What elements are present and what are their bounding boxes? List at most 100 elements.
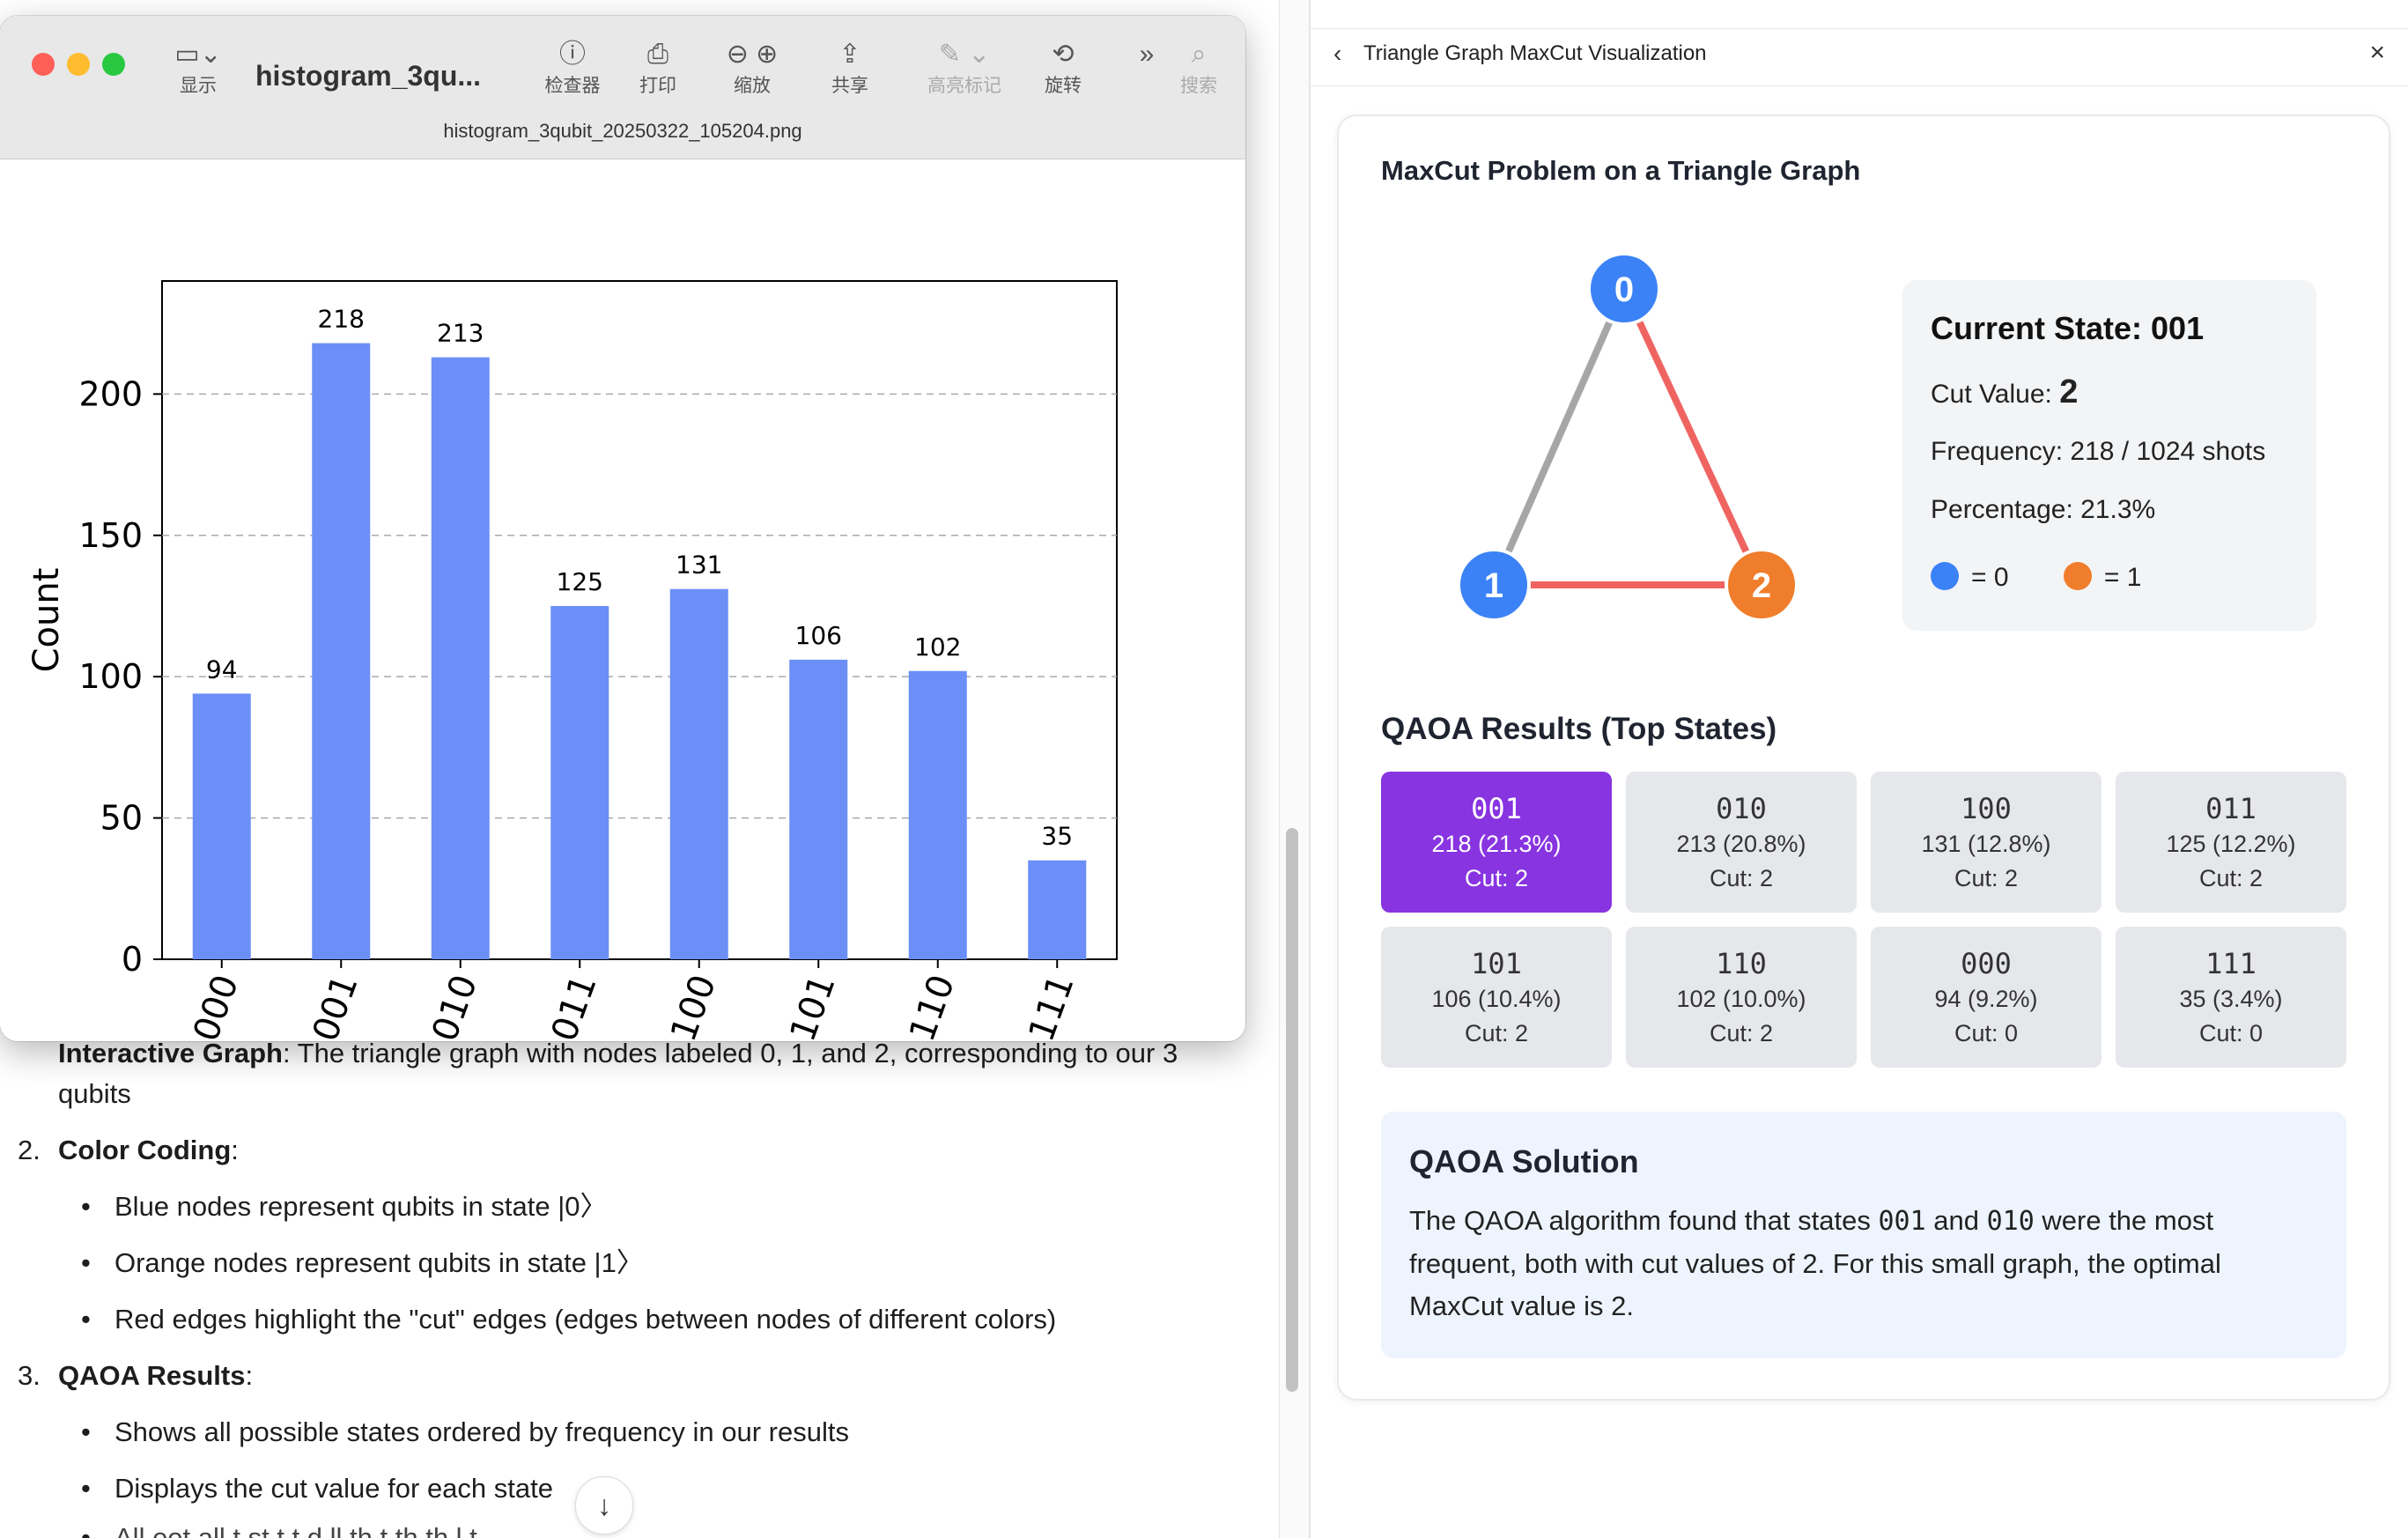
bullet-red-edges: Red edges highlight the "cut" edges (edg…	[114, 1304, 1057, 1335]
bar-value-label: 35	[1041, 822, 1073, 851]
chat-scrollbar-thumb[interactable]	[1286, 828, 1298, 1392]
bullet-orange-nodes: Orange nodes represent qubits in state |…	[114, 1247, 644, 1278]
result-bits: 011	[2205, 792, 2257, 825]
rotate-button[interactable]: ⟲ 旋转	[1032, 37, 1094, 99]
zoom-in-icon[interactable]: ⊕	[756, 40, 779, 69]
result-bits: 001	[1471, 792, 1522, 825]
result-count: 94 (9.2%)	[1934, 986, 2038, 1012]
cut-value-label: Cut Value:	[1931, 380, 2060, 409]
bar-value-label: 218	[318, 305, 365, 334]
result-bits: 000	[1961, 947, 2012, 980]
window-zoom-button[interactable]	[102, 53, 125, 76]
inspector-button[interactable]: ⓘ 检查器	[537, 37, 608, 99]
color-coding-colon: :	[231, 1135, 239, 1165]
close-icon[interactable]: ×	[2369, 38, 2385, 67]
cut-value-row: Cut Value: 2	[1931, 373, 2078, 411]
scroll-down-button[interactable]: ↓	[575, 1476, 633, 1534]
panel-divider[interactable]	[1309, 0, 1311, 1538]
search-label: 搜索	[1180, 76, 1217, 96]
cut-value: 2	[2059, 373, 2079, 410]
result-cut: Cut: 0	[2198, 1020, 2264, 1046]
list-number-3: 3.	[18, 1360, 41, 1391]
legend-row: = 0 = 1	[1931, 562, 2141, 593]
result-card-100[interactable]: 100 131 (12.8%) Cut: 2	[1871, 772, 2101, 913]
x-tick-label: 001	[305, 970, 366, 1041]
sidebar-icon: ▭⌄	[174, 40, 222, 69]
zoom-label: 缩放	[734, 76, 771, 96]
y-tick-label: 50	[100, 799, 143, 838]
solution-text-part: and	[1925, 1205, 1987, 1236]
bar-110	[908, 670, 967, 959]
result-bits: 101	[1471, 947, 1522, 980]
x-tick-label: 110	[902, 970, 963, 1041]
list-number-2: 2.	[18, 1135, 41, 1165]
bar-value-label: 102	[914, 632, 961, 662]
solution-text: The QAOA algorithm found that states 001…	[1409, 1200, 2316, 1327]
sidebar-label: 显示	[180, 76, 217, 96]
result-card-001[interactable]: 001 218 (21.3%) Cut: 2	[1381, 772, 1612, 913]
zoom-button[interactable]: ⊖ ⊕ 缩放	[708, 37, 796, 99]
interactive-graph-text-cont: qubits	[58, 1078, 131, 1109]
share-button[interactable]: ⇪ 共享	[819, 37, 881, 99]
percentage-row: Percentage: 21.3%	[1931, 495, 2156, 524]
result-card-010[interactable]: 010 213 (20.8%) Cut: 2	[1626, 772, 1857, 913]
node-circle	[1725, 548, 1799, 622]
results-heading: QAOA Results (Top States)	[1381, 712, 1777, 746]
result-card-011[interactable]: 011 125 (12.2%) Cut: 2	[2116, 772, 2346, 913]
node-circle	[1587, 252, 1661, 326]
bullet-icon: •	[81, 1416, 91, 1447]
print-button[interactable]: ⎙ 打印	[627, 37, 689, 99]
interactive-graph-paragraph: Interactive Graph: The triangle graph wi…	[58, 1032, 1178, 1075]
qaoa-results-title: QAOA Results	[58, 1360, 246, 1391]
y-tick-label: 200	[78, 374, 143, 413]
artifact-title[interactable]: Triangle Graph MaxCut Visualization	[1363, 41, 1707, 65]
edge-0-1	[1490, 287, 1628, 587]
printer-icon: ⎙	[647, 40, 668, 69]
x-tick-label: 101	[782, 970, 843, 1041]
graph-heading: MaxCut Problem on a Triangle Graph	[1381, 155, 1861, 186]
result-card-110[interactable]: 110 102 (10.0%) Cut: 2	[1626, 927, 1857, 1068]
bullet-partial-text: All eet all t st t t d ll th t th th l t	[114, 1522, 477, 1538]
legend-zero-label: = 0	[1971, 563, 2009, 592]
result-count: 125 (12.2%)	[2166, 831, 2296, 857]
window-close-button[interactable]	[32, 53, 55, 76]
result-card-000[interactable]: 000 94 (9.2%) Cut: 0	[1871, 927, 2101, 1068]
print-label: 打印	[639, 76, 676, 96]
highlight-button[interactable]: ✎ ⌄ 高亮标记	[916, 37, 1013, 99]
x-tick-label: 011	[543, 970, 604, 1041]
result-bits: 111	[2205, 947, 2257, 980]
more-tools-button[interactable]: »	[1129, 37, 1164, 72]
share-label: 共享	[831, 76, 868, 96]
document-title[interactable]: histogram_3qu...	[255, 60, 482, 92]
result-cut: Cut: 2	[1709, 1020, 1774, 1046]
rotate-icon: ⟲	[1052, 40, 1075, 69]
preview-titlebar: ▭⌄ 显示 histogram_3qu... ⓘ 检查器 ⎙ 打印 ⊖ ⊕ 缩放…	[0, 16, 1245, 159]
preview-window: ▭⌄ 显示 histogram_3qu... ⓘ 检查器 ⎙ 打印 ⊖ ⊕ 缩放…	[0, 16, 1245, 1041]
color-coding-title: Color Coding	[58, 1135, 232, 1165]
qaoa-results-colon: :	[245, 1360, 254, 1391]
zoom-out-icon[interactable]: ⊖	[726, 40, 749, 69]
result-card-111[interactable]: 111 35 (3.4%) Cut: 0	[2116, 927, 2346, 1068]
file-name: histogram_3qubit_20250322_105204.png	[443, 120, 802, 142]
highlight-label: 高亮标记	[927, 76, 1001, 96]
graph-node-0: 0	[1587, 252, 1661, 326]
interactive-graph-text: : The triangle graph with nodes labeled …	[282, 1038, 1178, 1068]
sidebar-toggle-button[interactable]: ▭⌄ 显示	[167, 37, 229, 99]
x-tick-label: 111	[1021, 970, 1082, 1041]
current-state-panel: Current State: 001 Cut Value: 2 Frequenc…	[1902, 280, 2316, 631]
window-minimize-button[interactable]	[67, 53, 90, 76]
node-label: 2	[1752, 566, 1771, 605]
result-count: 106 (10.4%)	[1431, 986, 1562, 1012]
graph-node-1: 1	[1457, 548, 1531, 622]
result-bits: 010	[1716, 792, 1767, 825]
result-count: 35 (3.4%)	[2179, 986, 2283, 1012]
result-card-101[interactable]: 101 106 (10.4%) Cut: 2	[1381, 927, 1612, 1068]
result-cut: Cut: 2	[1709, 865, 1774, 891]
graph-node-2: 2	[1725, 548, 1799, 622]
solution-state-001: 001	[1878, 1206, 1926, 1237]
bar-value-label: 106	[795, 621, 842, 650]
histogram-image: 0 50 100 150 200 94 000 218 001 213 010 125 011 131 10…	[0, 159, 1245, 1041]
bar-value-label: 94	[206, 654, 238, 684]
search-button[interactable]: ⌕ 搜索	[1168, 37, 1230, 99]
chevron-left-icon[interactable]: ‹	[1333, 40, 1342, 67]
